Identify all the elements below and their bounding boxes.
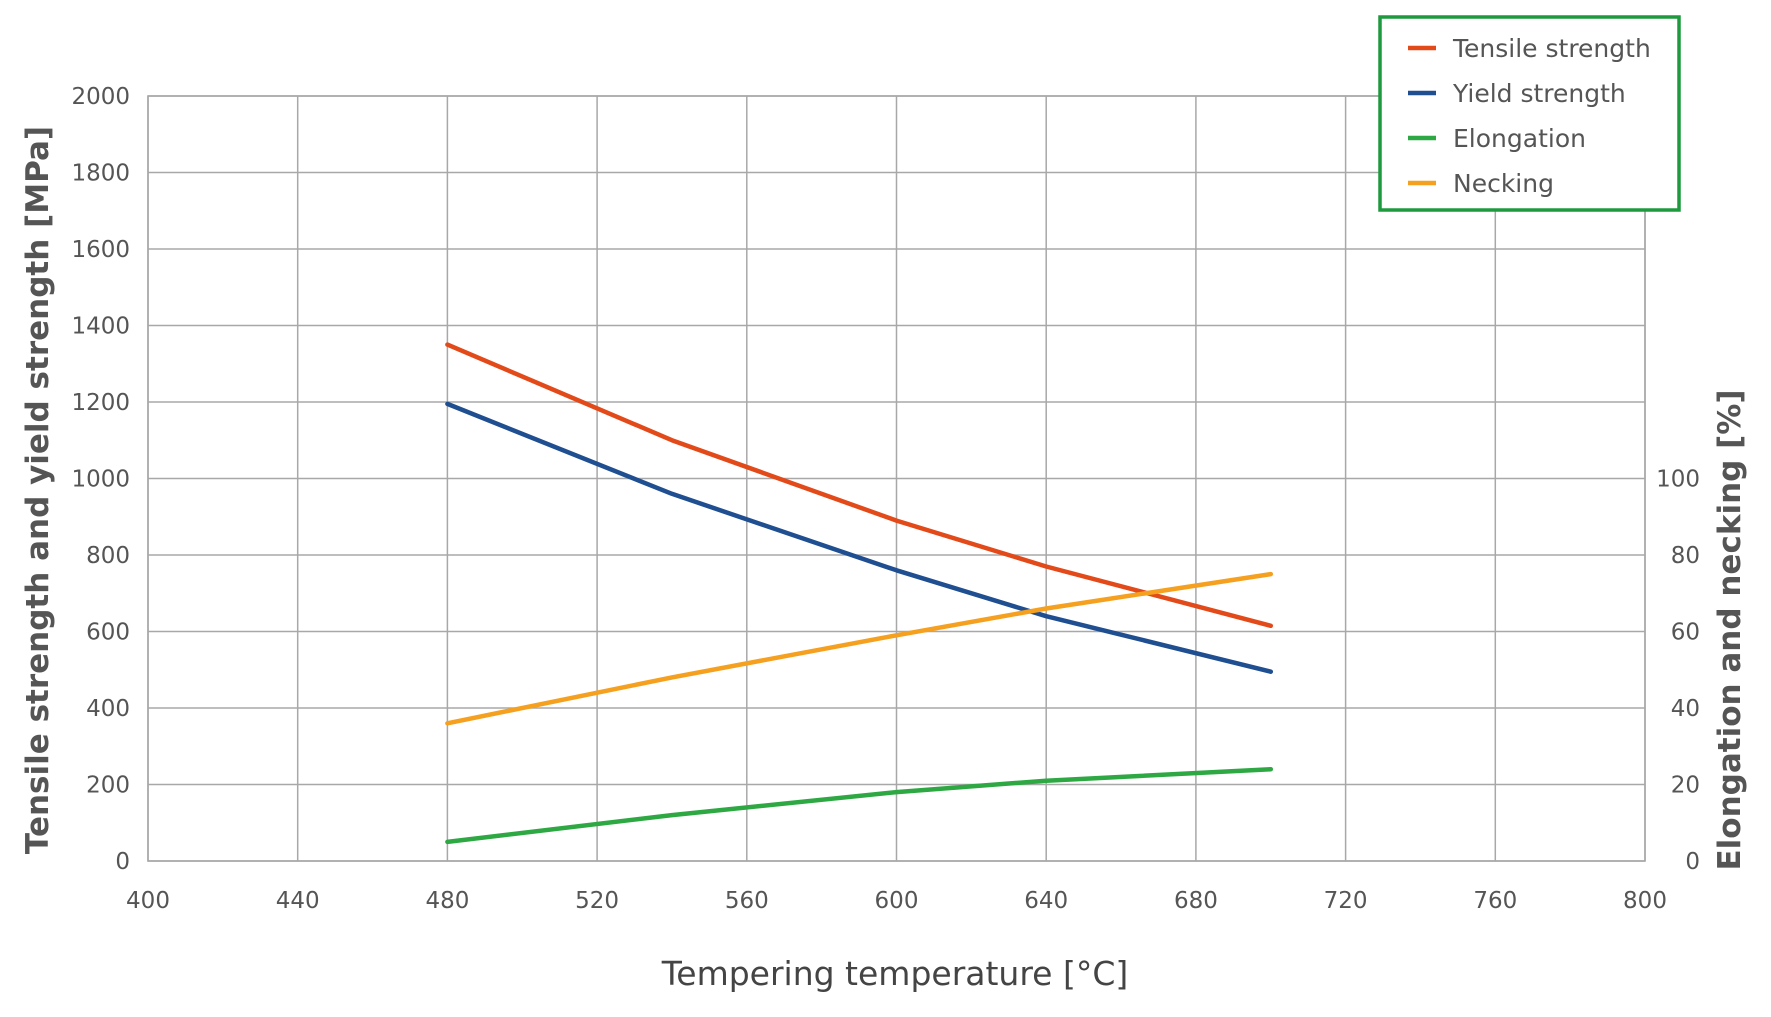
y-tick-label: 1600: [71, 237, 130, 263]
y2-tick-label: 20: [1671, 773, 1700, 799]
x-tick-label: 800: [1623, 888, 1667, 914]
x-axis-title: Tempering temperature [°C]: [661, 954, 1129, 993]
y-tick-label: 600: [86, 620, 130, 646]
y-axis-ticks: 0 200 400 600 800 1000 1200 1400 1600 1800 2000: [71, 84, 130, 875]
series-line-necking: [445, 571, 1274, 726]
legend-label: Necking: [1453, 169, 1554, 198]
legend-label: Tensile strength: [1452, 34, 1651, 63]
legend-label: Yield strength: [1452, 79, 1626, 108]
y-tick-label: 0: [115, 849, 130, 875]
x-tick-label: 720: [1324, 888, 1368, 914]
y-tick-label: 1800: [71, 161, 130, 187]
y2-tick-label: 100: [1656, 467, 1700, 493]
x-tick-label: 440: [276, 888, 320, 914]
y-axis-title: Tensile strength and yield strength [MPa…: [20, 126, 56, 854]
y2-tick-label: 0: [1685, 849, 1700, 875]
legend-label: Elongation: [1453, 124, 1586, 153]
series-line-tensile-strength: [445, 342, 1274, 629]
series-lines: [445, 342, 1274, 845]
x-axis-ticks: 400 440 480 520 560 600 640 680 720 760 800: [126, 888, 1667, 914]
y2-tick-label: 40: [1671, 696, 1700, 722]
y-tick-label: 400: [86, 696, 130, 722]
x-tick-label: 400: [126, 888, 170, 914]
y-tick-label: 1400: [71, 314, 130, 340]
y2-tick-label: 60: [1671, 620, 1700, 646]
y2-tick-label: 80: [1671, 543, 1700, 569]
x-tick-label: 680: [1174, 888, 1218, 914]
y-tick-label: 1200: [71, 390, 130, 416]
series-line-elongation: [445, 766, 1274, 845]
y2-axis-title: Elongation and necking [%]: [1712, 389, 1748, 870]
x-tick-label: 520: [575, 888, 619, 914]
series-line-yield-strength: [445, 401, 1274, 674]
x-tick-label: 600: [875, 888, 919, 914]
y-tick-label: 1000: [71, 467, 130, 493]
y-tick-label: 200: [86, 773, 130, 799]
y-tick-label: 2000: [71, 84, 130, 110]
legend: Tensile strength Yield strength Elongation…: [1378, 15, 1681, 212]
x-tick-label: 760: [1473, 888, 1517, 914]
y2-axis-ticks: 0 20 40 60 80 100: [1656, 467, 1700, 876]
x-tick-label: 560: [725, 888, 769, 914]
x-tick-label: 640: [1024, 888, 1068, 914]
x-tick-label: 480: [425, 888, 469, 914]
y-tick-label: 800: [86, 543, 130, 569]
grid: [147, 95, 1646, 862]
